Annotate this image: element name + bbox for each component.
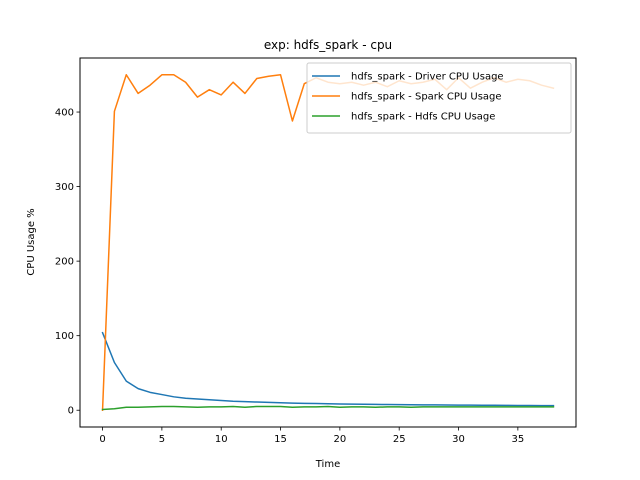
x-tick-label: 15 bbox=[274, 434, 287, 445]
legend-box bbox=[306, 62, 572, 134]
x-tick-label: 0 bbox=[99, 434, 105, 445]
legend: hdfs_spark - Driver CPU Usage hdfs_spark … bbox=[306, 62, 572, 134]
y-tick-label: 300 bbox=[55, 182, 74, 193]
y-tick-label: 0 bbox=[68, 406, 74, 417]
x-tick-label: 25 bbox=[393, 434, 406, 445]
x-axis: 0 5 10 15 20 25 30 35 bbox=[99, 427, 524, 445]
legend-label-1: hdfs_spark - Driver CPU Usage bbox=[351, 72, 504, 83]
y-axis-label: CPU Usage % bbox=[26, 208, 37, 275]
y-axis: 0 100 200 300 400 bbox=[55, 108, 80, 417]
plot-frame bbox=[79, 57, 577, 428]
x-tick-label: 20 bbox=[333, 434, 346, 445]
x-axis-label: Time bbox=[315, 459, 340, 470]
y-tick-label: 100 bbox=[55, 331, 74, 342]
legend-label-3: hdfs_spark - Hdfs CPU Usage bbox=[351, 112, 495, 123]
y-tick-label: 200 bbox=[55, 257, 74, 268]
x-tick-label: 30 bbox=[452, 434, 465, 445]
x-tick-label: 35 bbox=[511, 434, 524, 445]
y-tick-label: 400 bbox=[55, 108, 74, 119]
x-tick-label: 5 bbox=[159, 434, 165, 445]
series-line-3 bbox=[101, 405, 555, 411]
chart-title: exp: hdfs_spark - cpu bbox=[264, 38, 392, 52]
series-line-1 bbox=[101, 331, 555, 407]
legend-label-2: hdfs_spark - Spark CPU Usage bbox=[351, 92, 502, 103]
x-tick-label: 10 bbox=[215, 434, 228, 445]
